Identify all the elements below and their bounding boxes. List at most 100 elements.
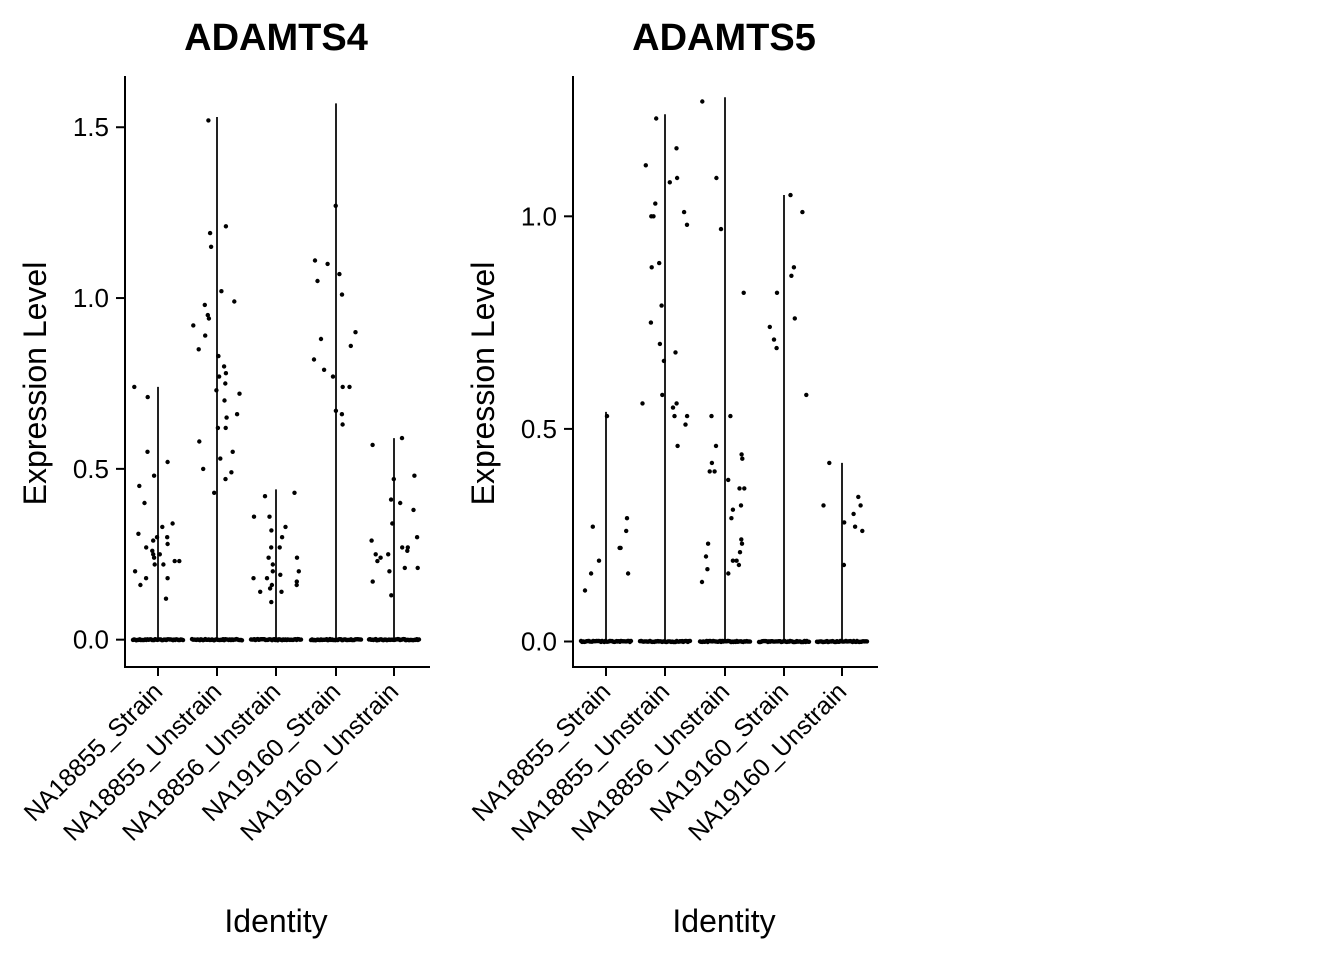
data-point-zero	[747, 639, 753, 644]
data-point	[648, 320, 654, 325]
data-point	[137, 483, 142, 489]
data-point	[205, 312, 210, 318]
data-point	[827, 460, 832, 466]
data-point	[860, 528, 865, 534]
data-point	[651, 214, 656, 219]
data-point	[414, 535, 420, 540]
data-point	[667, 180, 672, 185]
data-point	[138, 582, 143, 588]
data-point	[292, 490, 297, 495]
data-point	[390, 521, 395, 526]
data-point	[267, 586, 273, 591]
data-point	[165, 541, 170, 547]
data-point	[402, 565, 407, 571]
data-point	[386, 552, 391, 557]
data-point	[223, 425, 228, 431]
data-point	[596, 558, 602, 563]
data-point	[267, 514, 272, 519]
data-point	[221, 364, 227, 369]
data-point	[203, 333, 208, 338]
data-point-zero	[628, 638, 634, 644]
data-point	[237, 391, 242, 396]
x-axis-title: Identity	[224, 903, 327, 939]
data-point	[143, 576, 149, 581]
data-point	[132, 384, 137, 390]
data-point	[657, 260, 662, 266]
data-point	[223, 476, 228, 482]
data-point	[707, 469, 712, 474]
data-point	[330, 374, 336, 379]
data-point	[389, 593, 394, 598]
data-point	[270, 562, 275, 567]
data-point	[800, 209, 805, 215]
data-point	[219, 289, 224, 294]
data-point	[266, 555, 271, 560]
data-point	[726, 571, 731, 576]
data-point-zero	[687, 638, 693, 644]
data-point	[201, 466, 206, 472]
data-point	[215, 425, 221, 431]
y-tick-label: 1.5	[73, 112, 109, 142]
data-point	[269, 599, 274, 605]
data-point	[789, 273, 794, 278]
data-point	[216, 374, 222, 379]
data-point	[269, 545, 274, 550]
data-point	[170, 521, 175, 526]
data-point	[738, 503, 744, 508]
data-point	[142, 500, 147, 506]
data-point	[208, 244, 214, 249]
data-point	[145, 449, 150, 454]
data-point	[177, 558, 182, 564]
data-point-zero	[864, 639, 870, 644]
data-point	[657, 341, 663, 347]
data-point	[333, 408, 339, 413]
data-point	[852, 524, 858, 529]
data-point	[318, 336, 324, 342]
data-point	[742, 486, 747, 491]
data-point	[728, 413, 733, 419]
panel-adamts4: ADAMTS4 0.0 0.5 1.0 1.5 Expression Level Ident…	[17, 17, 430, 939]
data-point	[230, 449, 235, 454]
data-point	[223, 371, 229, 376]
data-point	[674, 401, 679, 406]
data-point	[369, 538, 374, 543]
y-axis-title: Expression Level	[465, 262, 501, 506]
data-point	[714, 175, 719, 181]
data-point	[675, 443, 680, 449]
y-tick-label: 0.5	[73, 454, 109, 484]
data-point-zero	[806, 639, 812, 644]
data-point	[737, 486, 742, 491]
data-point	[278, 572, 283, 577]
data-point	[842, 520, 847, 525]
data-point	[588, 571, 594, 576]
chart-title: ADAMTS4	[184, 17, 368, 59]
data-point	[191, 323, 196, 328]
data-point	[684, 222, 690, 227]
data-point	[161, 562, 166, 567]
data-point	[856, 494, 861, 500]
data-point	[279, 589, 284, 594]
y-axis-title: Expression Level	[17, 262, 53, 506]
data-point	[251, 576, 256, 581]
data-point	[673, 350, 678, 355]
data-point	[804, 392, 809, 398]
data-point	[640, 401, 645, 406]
data-point-zero	[298, 637, 304, 642]
y-tick-label: 0.0	[73, 625, 109, 655]
data-point	[145, 394, 150, 400]
data-point	[709, 413, 714, 419]
data-point	[415, 565, 420, 571]
data-point	[340, 422, 345, 427]
data-point-zero	[180, 637, 186, 643]
data-point	[726, 477, 731, 483]
data-point	[333, 203, 338, 208]
data-point	[251, 514, 257, 519]
data-point	[378, 555, 383, 560]
data-point	[841, 562, 847, 568]
data-point	[788, 192, 793, 198]
data-point	[222, 398, 227, 403]
data-point	[741, 290, 746, 295]
data-point	[214, 388, 219, 393]
data-point	[325, 261, 330, 267]
